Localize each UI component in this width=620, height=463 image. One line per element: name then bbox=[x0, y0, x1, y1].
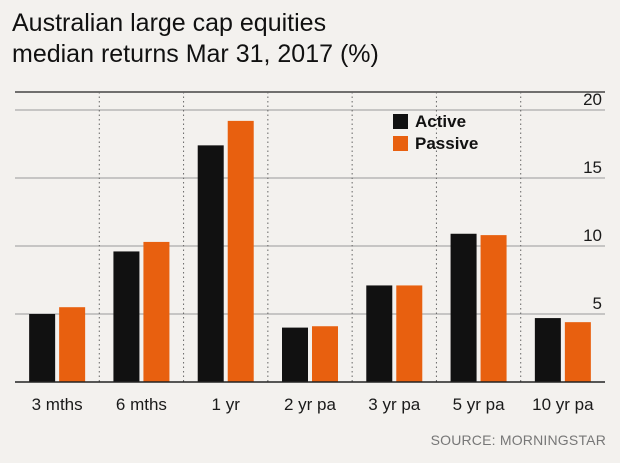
y-tick-label: 10 bbox=[583, 226, 602, 245]
bar-passive-5-yr-pa bbox=[480, 235, 507, 382]
source-credit: SOURCE: MORNINGSTAR bbox=[430, 432, 606, 448]
chart-title: Australian large cap equities median ret… bbox=[12, 8, 379, 70]
bar-active-3-yr-pa bbox=[366, 285, 393, 382]
x-tick-label: 3 mths bbox=[32, 395, 83, 414]
bar-active-10-yr-pa bbox=[534, 318, 561, 382]
bar-active-1-yr bbox=[197, 145, 224, 382]
x-tick-label: 2 yr pa bbox=[284, 395, 337, 414]
x-tick-label: 1 yr bbox=[212, 395, 241, 414]
y-tick-label: 15 bbox=[583, 158, 602, 177]
bar-active-3-mths bbox=[29, 314, 56, 382]
x-tick-label: 6 mths bbox=[116, 395, 167, 414]
x-tick-label: 10 yr pa bbox=[532, 395, 594, 414]
bar-passive-3-mths bbox=[59, 307, 86, 382]
bar-active-2-yr-pa bbox=[282, 327, 308, 382]
bar-passive-1-yr bbox=[227, 120, 254, 382]
legend-swatch-passive bbox=[393, 136, 408, 151]
chart-title-line1: Australian large cap equities bbox=[12, 9, 327, 37]
y-tick-label: 5 bbox=[593, 294, 602, 313]
chart-title-line2: median returns Mar 31, 2017 (%) bbox=[12, 40, 379, 68]
legend-swatch-active bbox=[393, 114, 408, 129]
bar-passive-6-mths bbox=[143, 241, 170, 382]
bar-active-6-mths bbox=[113, 251, 140, 382]
x-tick-label: 5 yr pa bbox=[453, 395, 506, 414]
legend-label-active: Active bbox=[415, 112, 466, 131]
legend-label-passive: Passive bbox=[415, 134, 478, 153]
bar-passive-10-yr-pa bbox=[564, 322, 591, 382]
bar-passive-2-yr-pa bbox=[312, 326, 338, 382]
bar-active-5-yr-pa bbox=[450, 233, 477, 382]
y-tick-label: 20 bbox=[583, 90, 602, 109]
bar-passive-3-yr-pa bbox=[396, 285, 423, 382]
x-tick-label: 3 yr pa bbox=[368, 395, 421, 414]
